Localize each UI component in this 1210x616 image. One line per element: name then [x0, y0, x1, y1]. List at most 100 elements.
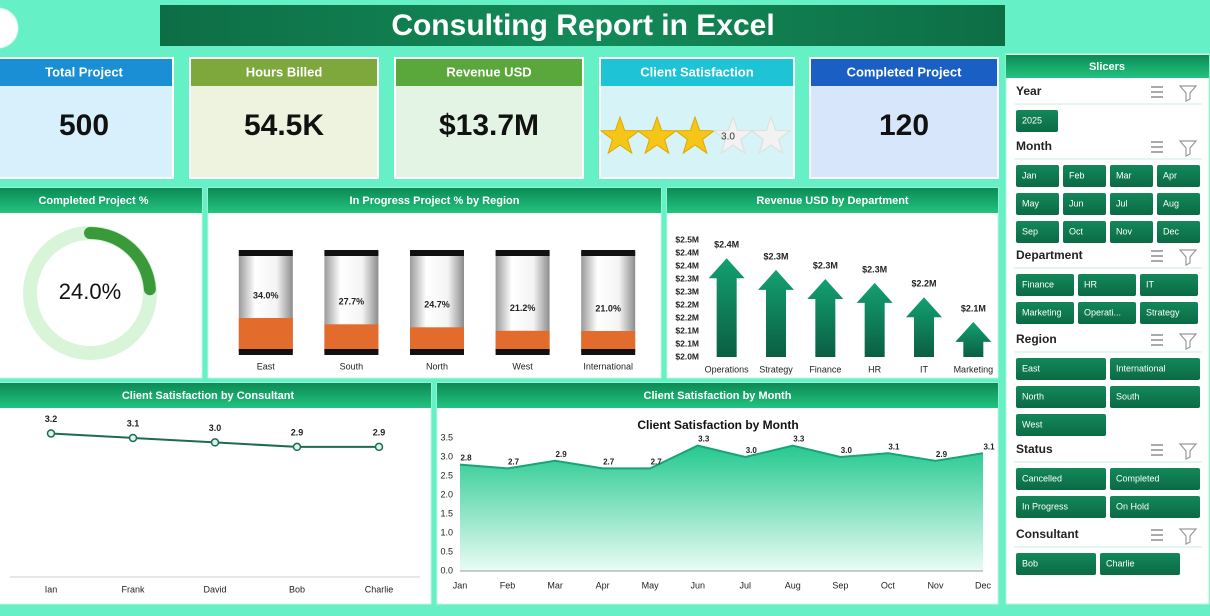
multi-select-icon[interactable]	[1151, 529, 1163, 541]
cylinder-cap	[238, 250, 293, 256]
slicer-button-label[interactable]: Apr	[1163, 170, 1177, 180]
slicer-button-label[interactable]: Aug	[1163, 198, 1179, 208]
panel-title: Client Satisfaction by Consultant	[122, 390, 295, 402]
slicer-button-label[interactable]: Mar	[1116, 170, 1132, 180]
multi-select-icon[interactable]	[1151, 86, 1163, 98]
slicer-button-label[interactable]: South	[1116, 391, 1140, 401]
slicer-button[interactable]	[1016, 358, 1106, 380]
slicer-button-label[interactable]: Completed	[1116, 473, 1160, 483]
slicer-button[interactable]	[1016, 302, 1074, 324]
slicer-button[interactable]	[1063, 165, 1106, 187]
multi-select-icon[interactable]	[1151, 250, 1163, 262]
clear-filter-icon[interactable]	[1178, 85, 1198, 102]
slicer-button-label[interactable]: Finance	[1022, 279, 1054, 289]
slicer-button[interactable]	[1078, 302, 1136, 324]
slicer-button-label[interactable]: IT	[1146, 279, 1155, 289]
slicer-button-label[interactable]: Jul	[1116, 198, 1128, 208]
slicer-button[interactable]	[1140, 302, 1198, 324]
slicer-button[interactable]	[1110, 221, 1153, 243]
slicer-button[interactable]	[1016, 193, 1059, 215]
value-label: 3.0	[746, 446, 758, 455]
slicer-button-label[interactable]: May	[1022, 198, 1040, 208]
y-tick-label: $2.1M	[675, 325, 699, 335]
clear-filter-icon[interactable]	[1178, 333, 1198, 350]
clear-filter-icon[interactable]	[1178, 249, 1198, 266]
slicer-button[interactable]	[1100, 553, 1180, 575]
slicer-button[interactable]	[1157, 221, 1200, 243]
slicer-button[interactable]	[1157, 193, 1200, 215]
slicer-button-label[interactable]: 2025	[1022, 115, 1042, 125]
slicer-button-label[interactable]: Jun	[1069, 198, 1084, 208]
slicer-button[interactable]	[1110, 468, 1200, 490]
slicer-button[interactable]	[1140, 274, 1198, 296]
slicer-button[interactable]	[1016, 386, 1106, 408]
clear-filter-icon[interactable]	[1178, 528, 1198, 545]
x-tick-label: May	[642, 580, 660, 590]
slicer-button-label[interactable]: In Progress	[1022, 501, 1069, 511]
slicer-button[interactable]	[1110, 386, 1200, 408]
panel-header	[0, 188, 202, 213]
slicer-button[interactable]	[1110, 165, 1153, 187]
y-tick-label: 0.0	[440, 565, 453, 575]
slicer-button[interactable]	[1016, 221, 1059, 243]
slicer-button[interactable]	[1110, 193, 1153, 215]
slicer-button-label[interactable]: Strategy	[1146, 307, 1180, 317]
kpi-header	[601, 59, 793, 86]
slicer-button-label[interactable]: Cancelled	[1022, 473, 1062, 483]
slicer-button[interactable]	[1016, 468, 1106, 490]
star-filled	[674, 115, 716, 155]
multi-select-icon[interactable]	[1151, 334, 1163, 346]
slicer-button-label[interactable]: Sep	[1022, 226, 1038, 236]
slicer-button[interactable]	[1110, 358, 1200, 380]
multi-select-icon[interactable]	[1151, 141, 1163, 153]
clear-filter-icon[interactable]	[1178, 443, 1198, 460]
multi-select-icon[interactable]	[1151, 444, 1163, 456]
slicer-button-label[interactable]: Marketing	[1022, 307, 1062, 317]
x-tick-label: Bob	[289, 584, 305, 594]
arrow-bar	[955, 321, 992, 357]
slicer-button[interactable]	[1016, 274, 1074, 296]
slicer-button-label[interactable]: Oct	[1069, 226, 1084, 236]
slicer-button-label[interactable]: East	[1022, 363, 1041, 373]
slicer-button-label[interactable]: International	[1116, 363, 1166, 373]
slicer-button[interactable]	[1110, 496, 1200, 518]
cylinder-cap	[410, 349, 464, 355]
slicer-button-label[interactable]: HR	[1084, 279, 1097, 289]
y-tick-label: $2.4M	[675, 260, 699, 270]
value-label: 2.9	[936, 450, 948, 459]
bar	[324, 324, 379, 352]
slicer-button-label[interactable]: Jan	[1022, 170, 1037, 180]
y-tick-label: 3.5	[440, 432, 453, 442]
y-tick-label: $2.2M	[675, 312, 699, 322]
bar	[495, 330, 550, 352]
slicer-button-label[interactable]: Feb	[1069, 170, 1085, 180]
slicer-button[interactable]	[1016, 553, 1096, 575]
clear-filter-icon[interactable]	[1178, 140, 1198, 157]
slicer-button[interactable]	[1157, 165, 1200, 187]
slicer-button[interactable]	[1016, 110, 1058, 132]
title: Consulting Report in Excel	[391, 9, 774, 42]
arrow-bar	[807, 279, 844, 357]
slicer-button[interactable]	[1063, 221, 1106, 243]
slicer-button-label[interactable]: Nov	[1116, 226, 1133, 236]
y-tick-label: 0.5	[440, 546, 453, 556]
value-label: 3.1	[983, 442, 995, 451]
slicer-button-label[interactable]: Dec	[1163, 226, 1180, 236]
slicer-button[interactable]	[1016, 496, 1106, 518]
slicer-group-title: Status	[1016, 442, 1053, 456]
x-tick-label: Strategy	[759, 364, 793, 374]
slicer-button[interactable]	[1063, 193, 1106, 215]
y-tick-label: 2.5	[440, 470, 453, 480]
slicer-button[interactable]	[1016, 165, 1059, 187]
slicer-button-label[interactable]: Charlie	[1106, 558, 1135, 568]
slicer-button-label[interactable]: West	[1022, 419, 1043, 429]
kpi-value: 3.0	[721, 132, 735, 143]
slicer-button-label[interactable]: Operati...	[1084, 307, 1121, 317]
slicer-button[interactable]	[1016, 414, 1106, 436]
x-tick-label: North	[426, 361, 448, 371]
slicer-button[interactable]	[1078, 274, 1136, 296]
panel-title: Revenue USD by Department	[756, 195, 909, 207]
slicer-button-label[interactable]: On Hold	[1116, 501, 1149, 511]
slicer-button-label[interactable]: North	[1022, 391, 1044, 401]
slicer-button-label[interactable]: Bob	[1022, 558, 1038, 568]
